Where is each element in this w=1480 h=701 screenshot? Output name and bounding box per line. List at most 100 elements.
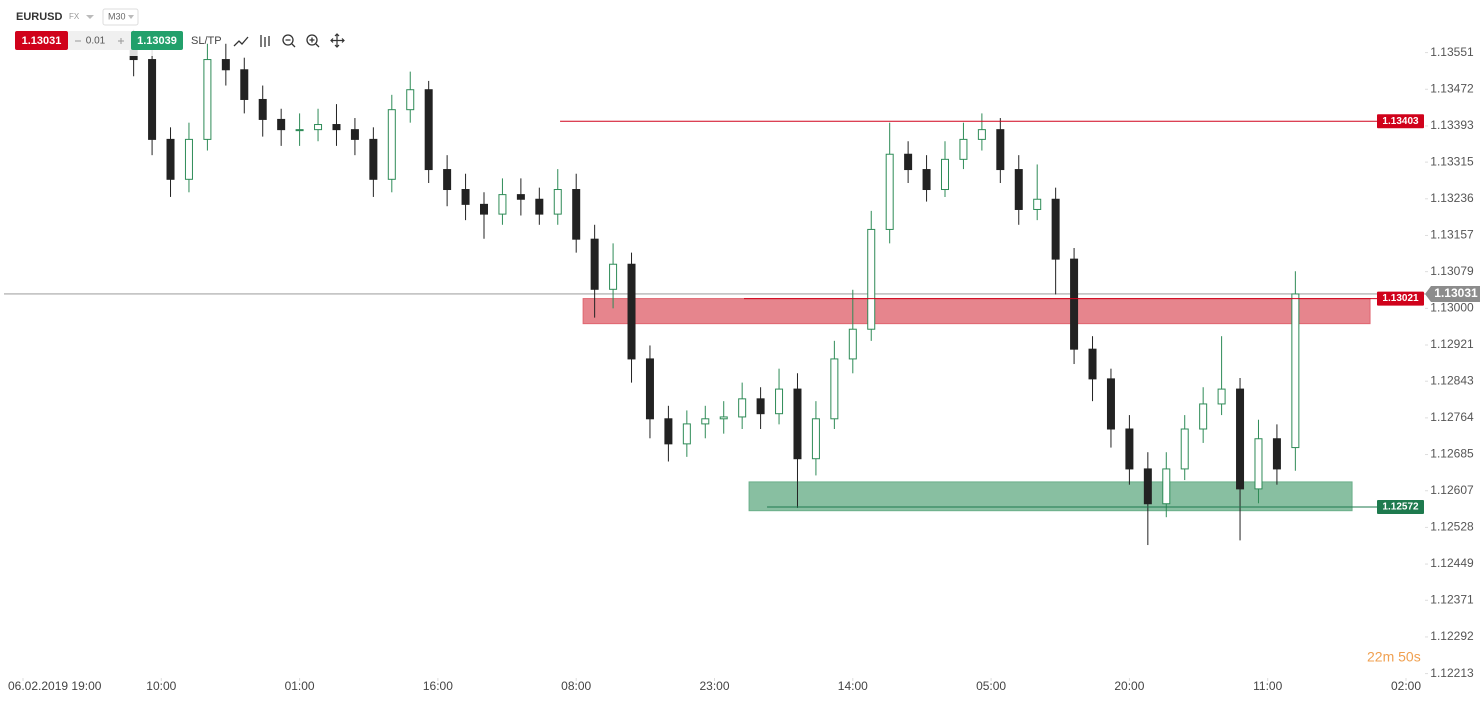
candle-body <box>387 109 396 180</box>
candle-body <box>535 198 544 215</box>
candle-body <box>701 418 710 425</box>
candle-body <box>1033 198 1042 210</box>
candle-body <box>793 388 802 460</box>
countdown-timer: 22m 50s <box>1367 649 1421 665</box>
candle-body <box>516 194 525 200</box>
level-label-bg <box>1377 291 1424 306</box>
candle-body <box>1272 438 1281 470</box>
candle-body <box>424 89 433 171</box>
y-tick-label: 1.13157 <box>1430 228 1474 242</box>
candle-body <box>977 129 986 140</box>
candle-body <box>996 129 1005 171</box>
candle-body <box>627 263 636 360</box>
lot-box[interactable] <box>68 31 131 50</box>
timeframe-box[interactable] <box>102 8 139 26</box>
candle-body <box>1088 348 1097 380</box>
candle-body <box>572 189 581 240</box>
y-tick-label: 1.13393 <box>1430 118 1474 132</box>
candle-body <box>258 98 267 120</box>
candle-body <box>1199 403 1208 430</box>
candle-body <box>867 228 876 330</box>
y-tick-label: 1.12528 <box>1430 520 1474 534</box>
x-tick-label: 05:00 <box>976 679 1006 693</box>
y-tick-label: 1.13551 <box>1430 45 1474 59</box>
candle-body <box>369 138 378 180</box>
sell-button[interactable] <box>15 31 68 50</box>
candle-body <box>332 124 341 131</box>
dropdown-arrow <box>128 15 134 19</box>
candle-body <box>904 153 913 171</box>
candle-body <box>443 169 452 191</box>
candle-body <box>295 129 304 132</box>
zoom-in-icon[interactable] <box>306 34 318 46</box>
candle-body <box>590 238 599 290</box>
candle-body <box>1162 468 1171 505</box>
x-tick-label: 01:00 <box>285 679 315 693</box>
candle-body <box>1070 258 1079 350</box>
x-tick-label: 08:00 <box>561 679 591 693</box>
candle-body <box>830 358 839 420</box>
current-price-label: 1.13031 <box>1434 286 1478 300</box>
zoom-out-icon[interactable] <box>282 34 294 46</box>
plot: 1.13551 1.13472 1.13393 1.13315 1.13236 1.131… <box>4 29 1480 693</box>
candle-body <box>738 398 747 418</box>
candle-body <box>885 153 894 230</box>
zone <box>748 481 1353 512</box>
candle-body <box>1051 198 1060 260</box>
x-tick-label: 14:00 <box>838 679 868 693</box>
x-tick-label: 10:00 <box>146 679 176 693</box>
candle-body <box>1254 438 1263 490</box>
candle-body <box>240 69 249 100</box>
candle-icon[interactable] <box>260 35 270 47</box>
line-chart-icon[interactable] <box>233 36 249 47</box>
candle-body <box>277 118 286 131</box>
level-label-bg <box>1377 114 1424 129</box>
buy-button[interactable] <box>131 31 183 50</box>
market: FX <box>69 12 80 21</box>
candle-body <box>1180 428 1189 470</box>
plus-icon[interactable] <box>118 38 124 44</box>
candle-body <box>719 416 728 420</box>
y-tick-label: 1.12292 <box>1430 629 1474 643</box>
y-tick-label: 1.12371 <box>1430 592 1474 606</box>
level-label: 1.13403 <box>1382 116 1419 127</box>
x-tick-label: 20:00 <box>1114 679 1144 693</box>
ask-price: 1.13039 <box>137 35 177 47</box>
candle-body <box>1217 388 1226 405</box>
candle-body <box>775 388 784 415</box>
dropdown-arrow[interactable] <box>86 15 94 19</box>
candle-body <box>480 203 488 215</box>
y-tick-label: 1.12607 <box>1430 483 1474 497</box>
sltp-button[interactable]: SL/TP <box>191 35 222 47</box>
y-tick-label: 1.13236 <box>1430 191 1474 205</box>
zoom-out-icon-glyph <box>285 39 296 48</box>
candle-body <box>221 59 230 71</box>
candle-body <box>811 418 820 460</box>
x-tick-label: 16:00 <box>423 679 453 693</box>
candle-body <box>941 158 949 191</box>
x-tick-label: 02:00 <box>1391 679 1421 693</box>
candle-body <box>1236 388 1245 490</box>
current-price-tag <box>1425 285 1480 302</box>
y-tick-label: 1.12213 <box>1430 666 1474 680</box>
candle-body <box>350 129 359 140</box>
candle-body <box>609 263 618 290</box>
candle-body <box>314 124 323 131</box>
lot-size: 0.01 <box>86 36 106 47</box>
symbol[interactable]: EURUSD <box>16 11 63 23</box>
candle-body <box>406 89 415 111</box>
candle-body <box>848 328 857 360</box>
candle-body <box>461 189 470 205</box>
x-tick-label: 23:00 <box>699 679 729 693</box>
x-tick-label: 11:00 <box>1253 679 1282 693</box>
x-tick-label: 06.02.2019 19:00 <box>8 679 102 693</box>
candle-body <box>1143 468 1152 505</box>
pan-icon[interactable] <box>330 33 345 48</box>
candle-body <box>922 169 931 191</box>
candle-body <box>553 189 562 215</box>
candle-body <box>1291 293 1300 449</box>
timeframe: M30 <box>108 11 126 21</box>
y-tick-label: 1.12843 <box>1430 373 1474 387</box>
candle-body <box>148 59 157 140</box>
